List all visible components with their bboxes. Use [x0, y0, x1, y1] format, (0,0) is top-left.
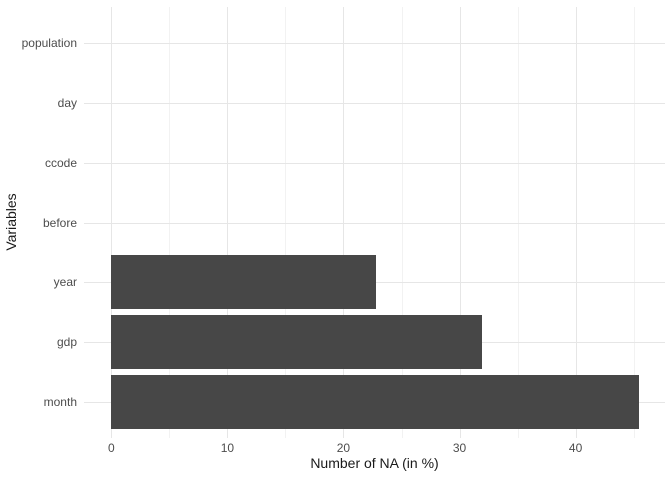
- x-axis-title: Number of NA (in %): [310, 455, 439, 471]
- y-tick-label-before: before: [42, 215, 77, 230]
- major-gridline-y-before: [84, 222, 665, 224]
- bar-month: [111, 375, 640, 429]
- major-gridline-y-day: [84, 102, 665, 104]
- y-tick-label-population: population: [21, 35, 77, 50]
- y-tick-label-month: month: [43, 395, 77, 410]
- x-tick-label-10: 10: [220, 441, 235, 455]
- y-tick-label-ccode: ccode: [44, 155, 77, 170]
- y-tick-label-day: day: [57, 95, 77, 110]
- y-tick-label-gdp: gdp: [56, 335, 77, 350]
- plot-panel: [84, 7, 665, 438]
- x-tick-label-30: 30: [452, 441, 467, 455]
- major-gridline-y-ccode: [84, 162, 665, 164]
- major-gridline-y-population: [84, 42, 665, 44]
- x-tick-label-40: 40: [568, 441, 583, 455]
- bar-year: [111, 255, 376, 310]
- bar-gdp: [111, 315, 482, 370]
- x-tick-label-20: 20: [336, 441, 351, 455]
- x-tick-label-0: 0: [107, 441, 115, 455]
- y-tick-label-year: year: [53, 275, 77, 290]
